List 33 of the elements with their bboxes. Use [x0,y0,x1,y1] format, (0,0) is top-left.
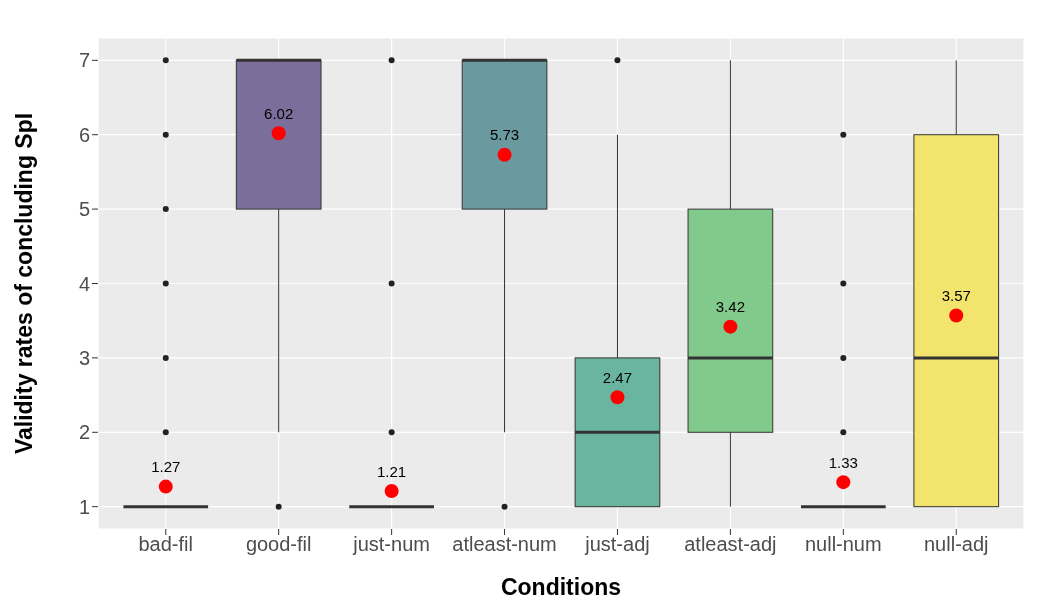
data-label: 1.27 [151,458,181,476]
y-tick-label: 1 [78,495,90,518]
data-label: 6.02 [264,104,294,122]
y-tick-label: 7 [78,49,90,72]
data-label: 3.57 [941,286,971,304]
point [949,308,964,323]
x-tick-label: atleast-num [452,533,557,556]
x-axis-title: Conditions [500,574,622,600]
x-tick-label: null-num [804,533,882,556]
x-tick-label: bad-fil [138,533,193,556]
x-tick-label: just-num [352,533,430,556]
y-tick-label: 2 [78,421,90,444]
point [610,390,625,405]
y-tick-label: 4 [78,272,90,295]
point [158,479,173,494]
point [836,475,851,490]
x-tick-label: atleast-adj [684,533,777,556]
point [497,147,512,162]
y-tick-label: 5 [78,198,90,221]
data-label: 1.21 [377,462,407,480]
x-tick-label: null-adj [924,533,989,556]
point [384,484,399,499]
data-label: 1.33 [828,453,858,471]
data-label: 5.73 [489,126,520,144]
point [271,126,286,141]
x-tick-label: just-adj [584,533,650,556]
x-tick-label: good-fil [245,533,312,556]
y-tick-label: 6 [78,123,90,146]
y-tick-label: 3 [78,346,90,369]
y-axis-title: Validity rates of concluding SpI [11,112,38,455]
point [723,319,738,334]
data-label: 2.47 [602,368,633,386]
data-label: 3.42 [715,298,745,316]
